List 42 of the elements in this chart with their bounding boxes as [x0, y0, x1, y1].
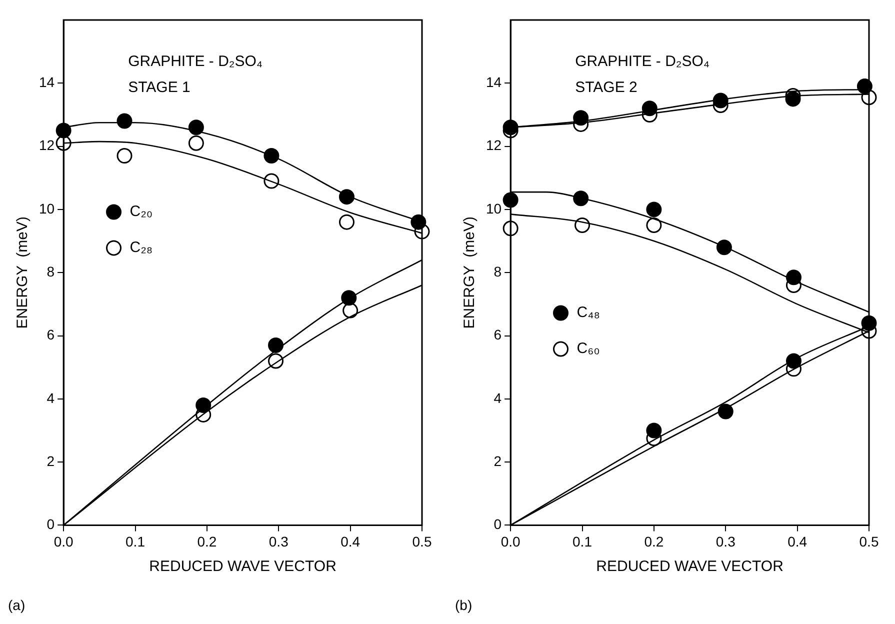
x-tick-label: 0.4: [340, 533, 360, 550]
y-tick-label: 14: [38, 74, 55, 90]
y-tick-label: 14: [486, 74, 502, 90]
x-axis-title: REDUCED WAVE VECTOR: [149, 558, 337, 576]
x-tick-label: 0.0: [54, 533, 74, 550]
y-tick-label: 12: [486, 137, 502, 154]
x-tick-label: 0.3: [268, 533, 289, 550]
y-tick-label: 8: [46, 263, 55, 280]
legend-label: C₄₈: [576, 304, 600, 322]
legend-label: C₆₀: [576, 340, 600, 358]
text: GRAPHITE - D₂SO₄: [128, 53, 263, 70]
x-axis-title: REDUCED WAVE VECTOR: [596, 558, 784, 576]
x-tick-label: 0.4: [788, 533, 808, 550]
text: GRAPHITE - D₂SO₄: [575, 53, 710, 70]
y-axis-title: ENERGY (meV): [14, 216, 32, 329]
y-tick-label: 2: [494, 452, 502, 469]
x-tick-label: 0.0: [500, 533, 521, 550]
x-tick-label: 0.1: [572, 533, 592, 550]
text: (b): [455, 596, 472, 613]
text: STAGE 2: [575, 79, 638, 96]
x-tick-label: 0.3: [716, 533, 736, 550]
legend-label: C₂₈: [130, 239, 153, 256]
x-tick-label: 0.2: [197, 533, 217, 550]
y-tick-label: 10: [486, 200, 502, 216]
y-tick-label: 0: [46, 516, 55, 532]
text: (a): [8, 596, 26, 613]
y-tick-label: 6: [46, 326, 55, 343]
y-tick-label: 12: [38, 137, 55, 154]
legend-label: C₂₀: [130, 203, 153, 220]
text: STAGE 1: [128, 79, 190, 96]
y-tick-label: 8: [494, 263, 502, 280]
y-tick-label: 10: [38, 200, 55, 216]
x-tick-label: 0.2: [644, 533, 664, 550]
y-tick-label: 4: [494, 390, 502, 406]
y-tick-label: 0: [494, 516, 502, 532]
x-tick-label: 0.5: [859, 533, 879, 550]
y-axis-title: ENERGY (meV): [461, 216, 478, 329]
y-tick-label: 6: [494, 326, 502, 343]
x-tick-label: 0.1: [126, 533, 146, 550]
x-tick-label: 0.5: [412, 533, 432, 550]
y-tick-label: 4: [46, 390, 55, 406]
y-tick-label: 2: [46, 452, 55, 469]
